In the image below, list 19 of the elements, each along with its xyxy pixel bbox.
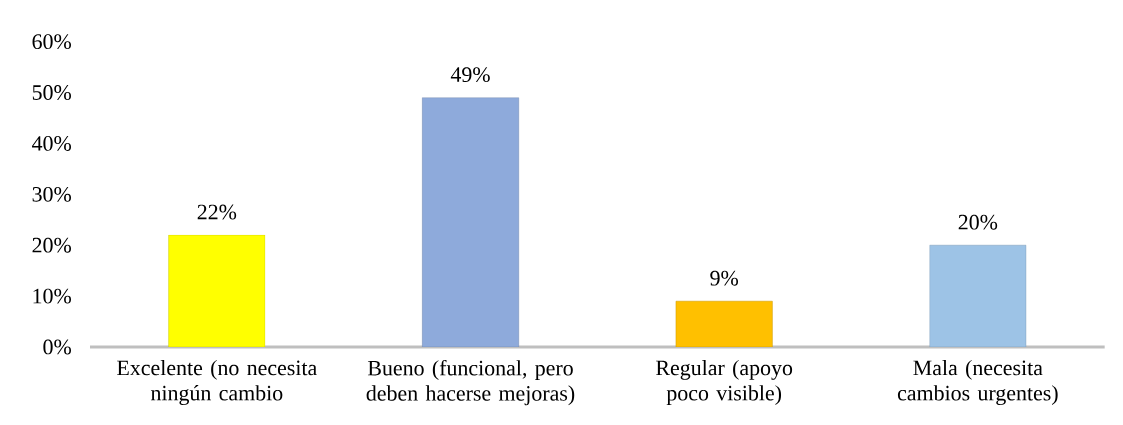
- bar: [168, 234, 266, 347]
- y-tick-label: 30%: [32, 186, 72, 202]
- data-label: 9%: [710, 270, 739, 286]
- y-tick-label: 40%: [32, 136, 72, 151]
- bar: [929, 244, 1027, 347]
- x-tick-label: Regular (apoyo poco visible): [656, 359, 793, 406]
- data-label: 22%: [197, 204, 237, 220]
- data-label: 20%: [958, 214, 998, 230]
- y-tick-label: 0%: [43, 339, 72, 355]
- data-label: 49%: [450, 67, 490, 83]
- x-tick-label: Excelente (no necesita ningún cambio: [117, 359, 317, 406]
- y-tick-label: 50%: [32, 85, 72, 100]
- y-tick-label: 60%: [32, 34, 72, 50]
- bar: [422, 97, 519, 347]
- y-tick-label: 10%: [33, 288, 72, 304]
- x-tick-label: Mala (necesita cambios urgentes): [897, 359, 1058, 406]
- y-tick-label: 20%: [32, 237, 72, 253]
- bar: [675, 300, 773, 347]
- x-tick-label: Bueno (funcional, pero deben hacerse mejoras): [366, 359, 575, 406]
